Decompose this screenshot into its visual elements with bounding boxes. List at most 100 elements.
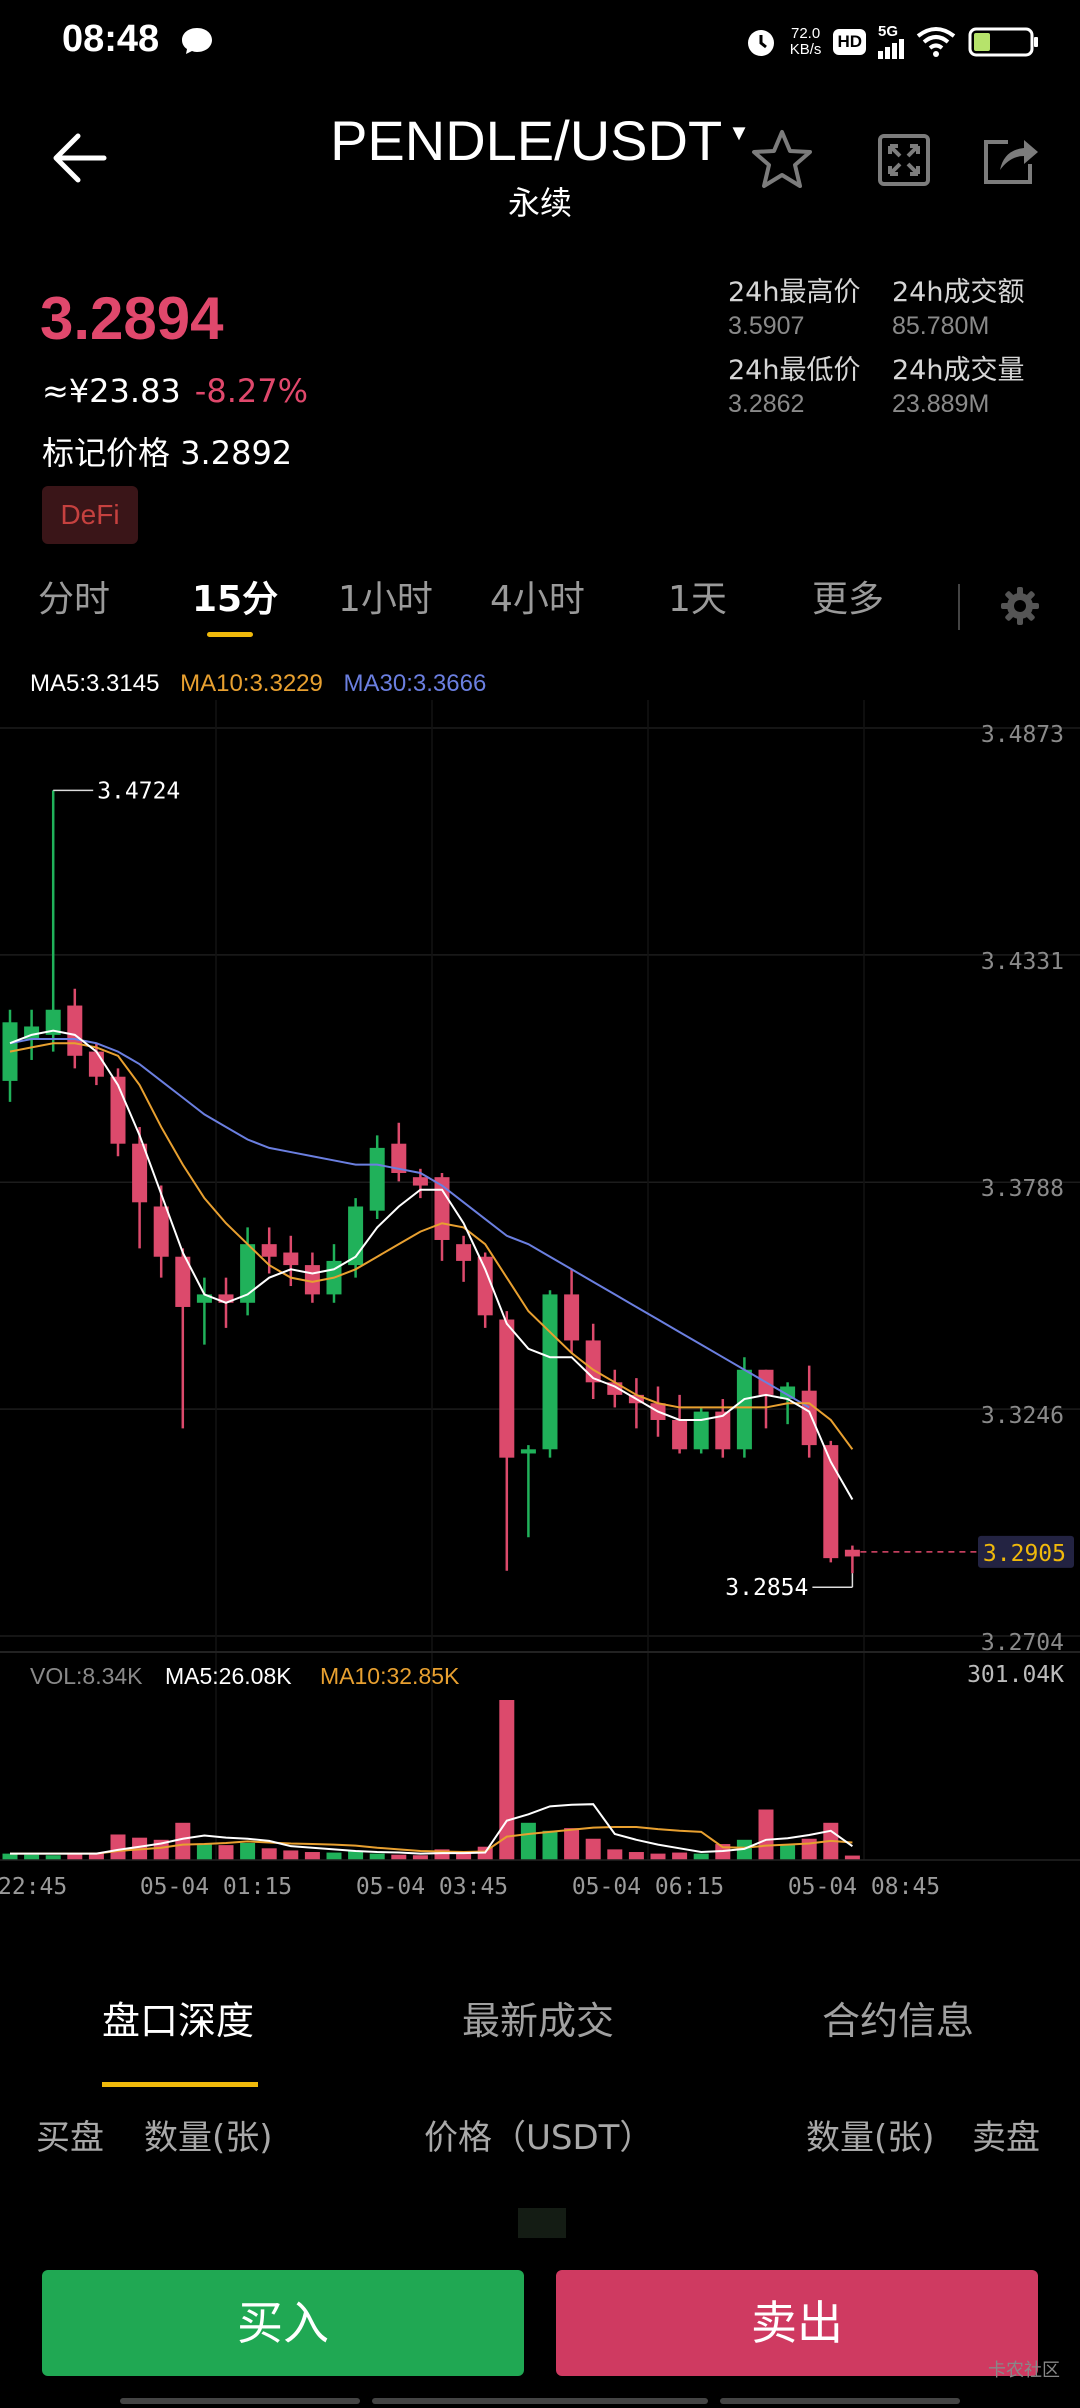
volume-max-label: 301.04K — [967, 1662, 1064, 1688]
volume-bar — [2, 1853, 18, 1860]
volume-bar — [218, 1845, 234, 1860]
tab-order-book[interactable]: 盘口深度 — [102, 1999, 255, 2043]
chat-notification-icon — [182, 28, 212, 54]
volume-legend-vol: VOL:8.34K — [30, 1663, 143, 1689]
x-tick-label: 05-04 08:45 — [788, 1874, 940, 1900]
candle-body — [369, 1147, 385, 1211]
interval-tabs: 分时 15分 1小时 4小时 1天 更多 — [0, 570, 1080, 640]
tab-1h[interactable]: 1小时 — [338, 579, 433, 620]
volume-value: 23.889M — [892, 390, 990, 418]
status-bar: 08:48 72.0 KB/s HD 5G — [0, 0, 1080, 84]
last-price-label: 3.2905 — [983, 1541, 1066, 1567]
volume-bar — [24, 1854, 40, 1860]
candle-body — [196, 1294, 212, 1303]
low-label: 24h最低价 — [728, 355, 861, 386]
volume-bar — [434, 1849, 450, 1860]
cny-price: ≈¥23.83 — [42, 372, 181, 410]
ma5-legend: MA5:3.3145 — [30, 670, 160, 697]
volume-bar — [369, 1853, 385, 1860]
ma-legend: MA5:3.3145 MA10:3.3229 MA30:3.3666 — [30, 670, 500, 698]
x-tick-label: 05-04 01:15 — [140, 1874, 292, 1900]
candle-body — [823, 1445, 839, 1559]
x-tick-label: 05-04 03:45 — [356, 1874, 508, 1900]
last-price-label-bg — [978, 1535, 1074, 1568]
network-speed: 72.0 KB/s — [790, 26, 822, 58]
battery-icon — [968, 27, 1038, 57]
candle-body — [585, 1340, 601, 1383]
candle-body — [564, 1294, 580, 1341]
candle-body — [542, 1294, 558, 1450]
contract-type: 永续 — [507, 184, 572, 222]
volume-bar — [326, 1852, 342, 1860]
volume-bar — [628, 1852, 644, 1860]
high-annotation: 3.4724 — [97, 778, 180, 804]
volume-label: 24h成交量 — [892, 355, 1025, 386]
fiat-price-row: ≈¥23.83 -8.27% — [42, 372, 308, 410]
volume-bar — [780, 1844, 796, 1860]
speed-unit: KB/s — [789, 41, 822, 58]
candle-body — [477, 1256, 493, 1316]
y-tick-label: 3.4331 — [981, 949, 1064, 975]
volume-bar — [693, 1853, 709, 1860]
volume-bar — [456, 1852, 472, 1860]
low-annotation: 3.2854 — [725, 1575, 808, 1601]
gear-icon[interactable] — [1000, 586, 1040, 626]
candle-body — [693, 1411, 709, 1450]
volume-ma10-line — [10, 1826, 853, 1855]
category-tag[interactable]: DeFi — [42, 486, 138, 544]
volume-bar — [650, 1853, 666, 1860]
tab-15m[interactable]: 15分 — [192, 579, 279, 620]
candle-body — [283, 1252, 299, 1266]
x-tick-label: 22:45 — [0, 1874, 67, 1900]
depth-tabs: 盘口深度 最新成交 合约信息 — [0, 1990, 1080, 2090]
volume-bar — [844, 1855, 860, 1860]
ma10-legend: MA10:3.3229 — [180, 670, 323, 697]
fullscreen-icon[interactable] — [876, 132, 932, 188]
amount-label: 24h成交额 — [892, 277, 1025, 308]
star-icon[interactable] — [750, 128, 814, 192]
y-tick-label: 3.3246 — [981, 1403, 1064, 1429]
candle-body — [456, 1244, 472, 1261]
volume-bar — [88, 1852, 104, 1860]
sell-button[interactable]: 卖出 — [556, 2270, 1038, 2376]
tab-time-share[interactable]: 分时 — [38, 579, 111, 620]
pair-selector[interactable]: PENDLE/USDT ▼ — [0, 108, 1080, 173]
x-tick-label: 05-04 06:15 — [572, 1874, 724, 1900]
volume-bar — [520, 1822, 536, 1860]
volume-bar — [240, 1842, 256, 1860]
tab-contract-info[interactable]: 合约信息 — [822, 1999, 975, 2043]
ma5-line — [9, 1029, 854, 1501]
candle-body — [88, 1051, 104, 1077]
active-tab-indicator — [207, 632, 253, 637]
share-icon[interactable] — [980, 132, 1040, 188]
watermark: 卡农社区 — [988, 2360, 1060, 2381]
candle-body — [67, 1005, 83, 1056]
order-book-header: 买盘 数量(张) 价格（USDT） 数量(张) 卖盘 — [0, 2110, 1080, 2160]
volume-legend-ma10: MA10:32.85K — [320, 1663, 460, 1689]
buy-button[interactable]: 买入 — [42, 2270, 524, 2376]
nav-bar-segment — [372, 2398, 708, 2404]
ma30-line — [9, 1038, 810, 1409]
hd-icon: HD — [833, 29, 866, 55]
low-value: 3.2862 — [728, 390, 805, 418]
high-value: 3.5907 — [728, 312, 805, 340]
candle-body — [132, 1143, 148, 1203]
network-type: 5G — [878, 23, 899, 40]
tab-more[interactable]: 更多 — [812, 579, 885, 620]
volume-bar — [758, 1809, 774, 1860]
candle-body — [736, 1369, 752, 1450]
tab-1d[interactable]: 1天 — [668, 579, 727, 620]
candle-body — [801, 1390, 817, 1446]
bid-qty-header: 数量(张) — [144, 2118, 273, 2158]
kline-chart[interactable]: 3.48733.43313.37883.32463.27043.47243.28… — [0, 700, 1080, 1900]
volume-bar — [348, 1851, 364, 1860]
price-header: 价格（USDT） — [424, 2118, 654, 2158]
candle-body — [520, 1449, 536, 1454]
back-arrow-icon[interactable] — [48, 130, 108, 186]
ma10-line — [9, 1042, 854, 1450]
y-tick-label: 3.4873 — [981, 722, 1064, 748]
y-tick-label: 3.3788 — [981, 1176, 1064, 1202]
tab-4h[interactable]: 4小时 — [490, 579, 585, 620]
tab-latest-trades[interactable]: 最新成交 — [462, 1999, 615, 2043]
candle-body — [240, 1244, 256, 1303]
